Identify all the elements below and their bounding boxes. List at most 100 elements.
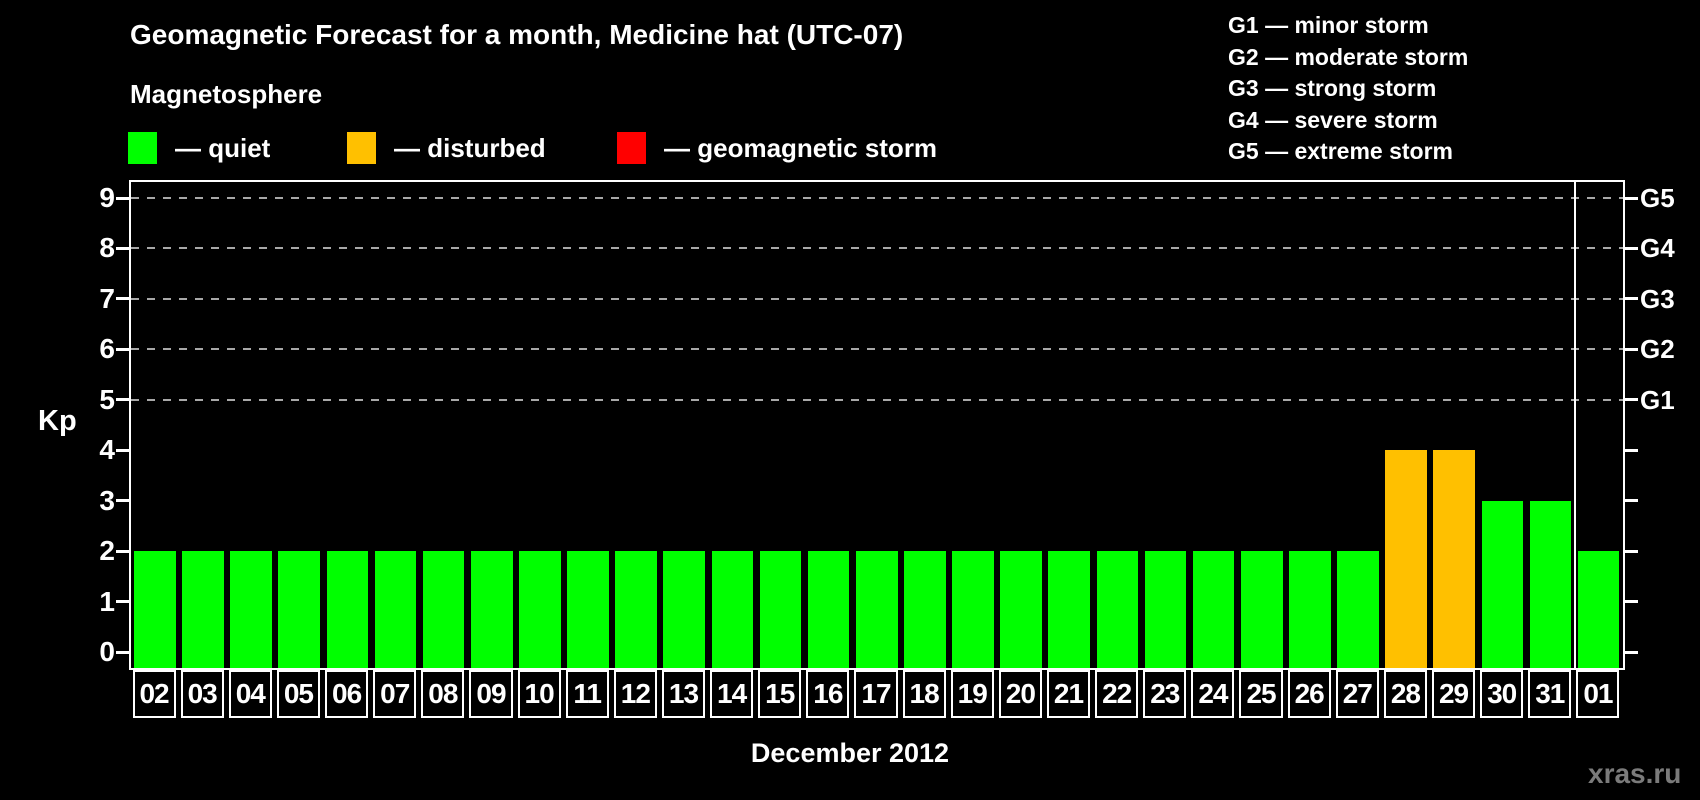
y-tick-label-0: 0	[99, 636, 115, 667]
bar-day-23	[1144, 551, 1187, 668]
x-axis-title: December 2012	[750, 738, 950, 768]
legend-label-quiet: — quiet	[175, 133, 271, 163]
right-tick-kp-0	[1625, 650, 1638, 654]
magnetosphere-label: Magnetosphere	[130, 79, 323, 109]
bar-day-12	[615, 551, 657, 668]
date-box-10: 10	[517, 670, 561, 718]
date-box-20: 20	[998, 670, 1042, 718]
bar-day-28	[1385, 450, 1427, 668]
date-box-30: 30	[1480, 670, 1524, 718]
y-tick-label-6: 6	[99, 333, 115, 365]
x-axis-date-row: 02 03 04 05 06 07 08 09 10 11 12 13 14 15 16 17 18 19 20 21…	[131, 670, 1623, 718]
plot-area	[116, 180, 1638, 670]
date-box-31: 31	[1528, 670, 1572, 718]
storm-color-swatch	[617, 132, 646, 164]
month-separator-line	[1573, 182, 1576, 668]
y-axis-tick-labels: 0 1 2 3 4 5 6 7 8 9	[40, 182, 115, 668]
date-box-25: 25	[1239, 670, 1283, 718]
g-legend-line-5: G5 — extreme storm	[1228, 138, 1453, 165]
date-box-09: 09	[469, 670, 513, 718]
right-label-G1: G1	[1640, 384, 1675, 415]
right-tick-kp-8	[1625, 246, 1638, 250]
y-tick-label-7: 7	[99, 282, 115, 314]
bar-day-19	[952, 551, 994, 668]
left-tick-kp-2	[116, 549, 129, 553]
left-tick-kp-1	[116, 600, 129, 604]
bar-day-03	[182, 551, 224, 668]
date-box-18: 18	[902, 670, 946, 718]
date-box-07: 07	[373, 670, 417, 718]
gridline-kp-8	[131, 247, 1623, 250]
date-box-29: 29	[1431, 670, 1476, 718]
right-axis-g-labels: G5 G4 G3 G2 G1	[1640, 182, 1700, 668]
bar-day-26	[1289, 551, 1331, 668]
date-box-15: 15	[758, 670, 802, 718]
bar-day-08	[422, 551, 465, 668]
date-box-28: 28	[1383, 670, 1427, 718]
date-box-12: 12	[613, 670, 657, 718]
right-tick-kp-6	[1625, 347, 1638, 351]
g-scale-legend: G1 — minor storm G2 — moderate storm G3 …	[1228, 10, 1468, 168]
date-box-08: 08	[421, 670, 465, 718]
date-box-26: 26	[1287, 670, 1331, 718]
gridline-kp-9	[131, 197, 1623, 199]
gridline-kp-6	[131, 348, 1623, 351]
g-legend-line-4: G4 — severe storm	[1228, 106, 1438, 133]
bar-day-31	[1529, 500, 1572, 668]
date-box-16: 16	[806, 670, 850, 718]
y-tick-label-9: 9	[99, 182, 115, 213]
legend-label-storm: — geomagnetic storm	[664, 133, 938, 163]
date-box-22: 22	[1095, 670, 1139, 718]
right-tick-kp-5	[1625, 398, 1638, 402]
left-tick-kp-6	[116, 347, 129, 351]
bar-day-13	[663, 551, 706, 668]
bar-day-22	[1096, 551, 1139, 668]
right-tick-kp-7	[1625, 297, 1638, 301]
y-tick-label-1: 1	[99, 585, 115, 617]
y-tick-label-4: 4	[99, 434, 115, 466]
right-label-G2: G2	[1640, 334, 1675, 365]
bar-day-30	[1481, 500, 1524, 668]
bar-day-18	[904, 551, 946, 668]
y-tick-label-5: 5	[99, 383, 115, 415]
right-tick-kp-9	[1625, 196, 1638, 200]
left-tick-kp-8	[116, 246, 129, 250]
left-tick-kp-5	[116, 398, 129, 402]
left-tick-kp-4	[116, 448, 129, 452]
g-legend-line-1: G1 — minor storm	[1228, 12, 1429, 38]
bar-day-14	[711, 551, 754, 668]
bar-day-20	[1000, 551, 1042, 668]
right-label-G5: G5	[1640, 183, 1675, 213]
quiet-color-swatch	[128, 132, 157, 164]
left-tick-kp-9	[116, 196, 129, 200]
bar-day-05	[278, 551, 320, 668]
right-tick-kp-3	[1625, 499, 1638, 503]
date-box-03: 03	[180, 670, 224, 718]
gridline-kp-5	[131, 398, 1623, 401]
right-tick-kp-4	[1625, 448, 1638, 452]
date-box-01: 01	[1576, 670, 1620, 718]
right-label-G3: G3	[1640, 283, 1675, 314]
chart-title: Geomagnetic Forecast for a month, Medici…	[130, 19, 904, 50]
right-tick-kp-2	[1625, 549, 1638, 553]
date-box-23: 23	[1143, 670, 1187, 718]
bar-day-09	[470, 551, 513, 668]
left-tick-kp-3	[116, 499, 129, 503]
bar-day-27	[1337, 551, 1379, 668]
y-tick-label-8: 8	[99, 232, 115, 264]
date-box-17: 17	[854, 670, 898, 718]
date-box-04: 04	[228, 670, 272, 718]
date-box-05: 05	[276, 670, 320, 718]
bar-day-16	[807, 551, 850, 668]
date-box-06: 06	[325, 670, 369, 718]
left-tick-kp-0	[116, 650, 129, 654]
watermark: xras.ru	[1588, 758, 1682, 789]
g-legend-line-2: G2 — moderate storm	[1228, 43, 1469, 70]
gridline-kp-7	[131, 297, 1623, 300]
left-tick-kp-7	[116, 297, 129, 301]
date-box-27: 27	[1335, 670, 1379, 718]
disturbed-color-swatch	[347, 132, 376, 164]
date-box-19: 19	[950, 670, 994, 718]
legend-label-disturbed: — disturbed	[394, 133, 546, 163]
